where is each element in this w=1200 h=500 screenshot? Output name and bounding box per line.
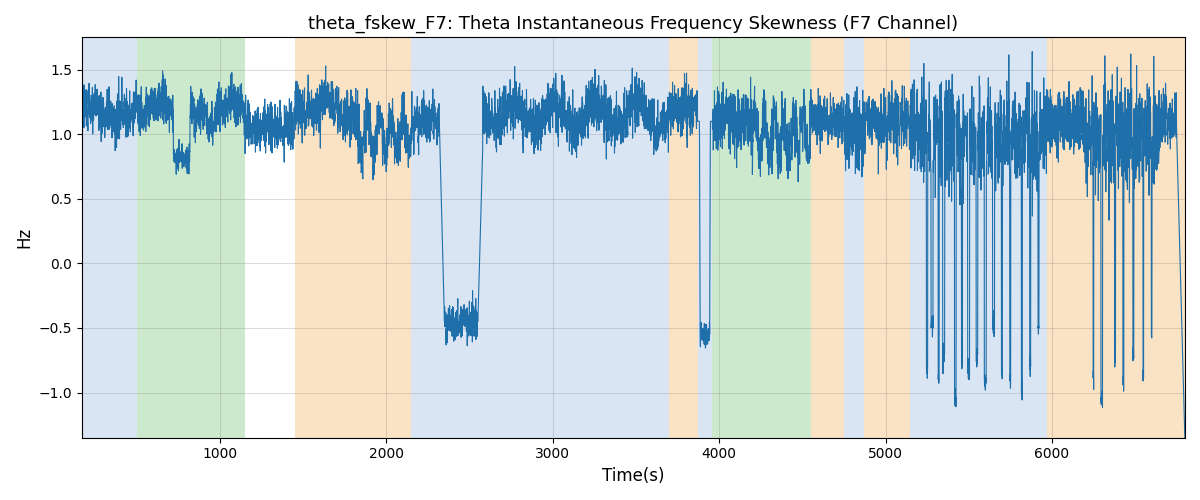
- Bar: [713, 38, 811, 438]
- X-axis label: Time(s): Time(s): [602, 467, 665, 485]
- Bar: [811, 38, 844, 438]
- Y-axis label: Hz: Hz: [14, 227, 32, 248]
- Title: theta_fskew_F7: Theta Instantaneous Frequency Skewness (F7 Channel): theta_fskew_F7: Theta Instantaneous Freq…: [308, 15, 959, 34]
- Bar: [295, 38, 412, 438]
- Bar: [1046, 38, 1186, 438]
- Bar: [670, 38, 697, 438]
- Bar: [864, 38, 911, 438]
- Bar: [137, 38, 245, 438]
- Bar: [697, 38, 713, 438]
- Bar: [844, 38, 864, 438]
- Bar: [911, 38, 1046, 438]
- Bar: [412, 38, 670, 438]
- Bar: [82, 38, 137, 438]
